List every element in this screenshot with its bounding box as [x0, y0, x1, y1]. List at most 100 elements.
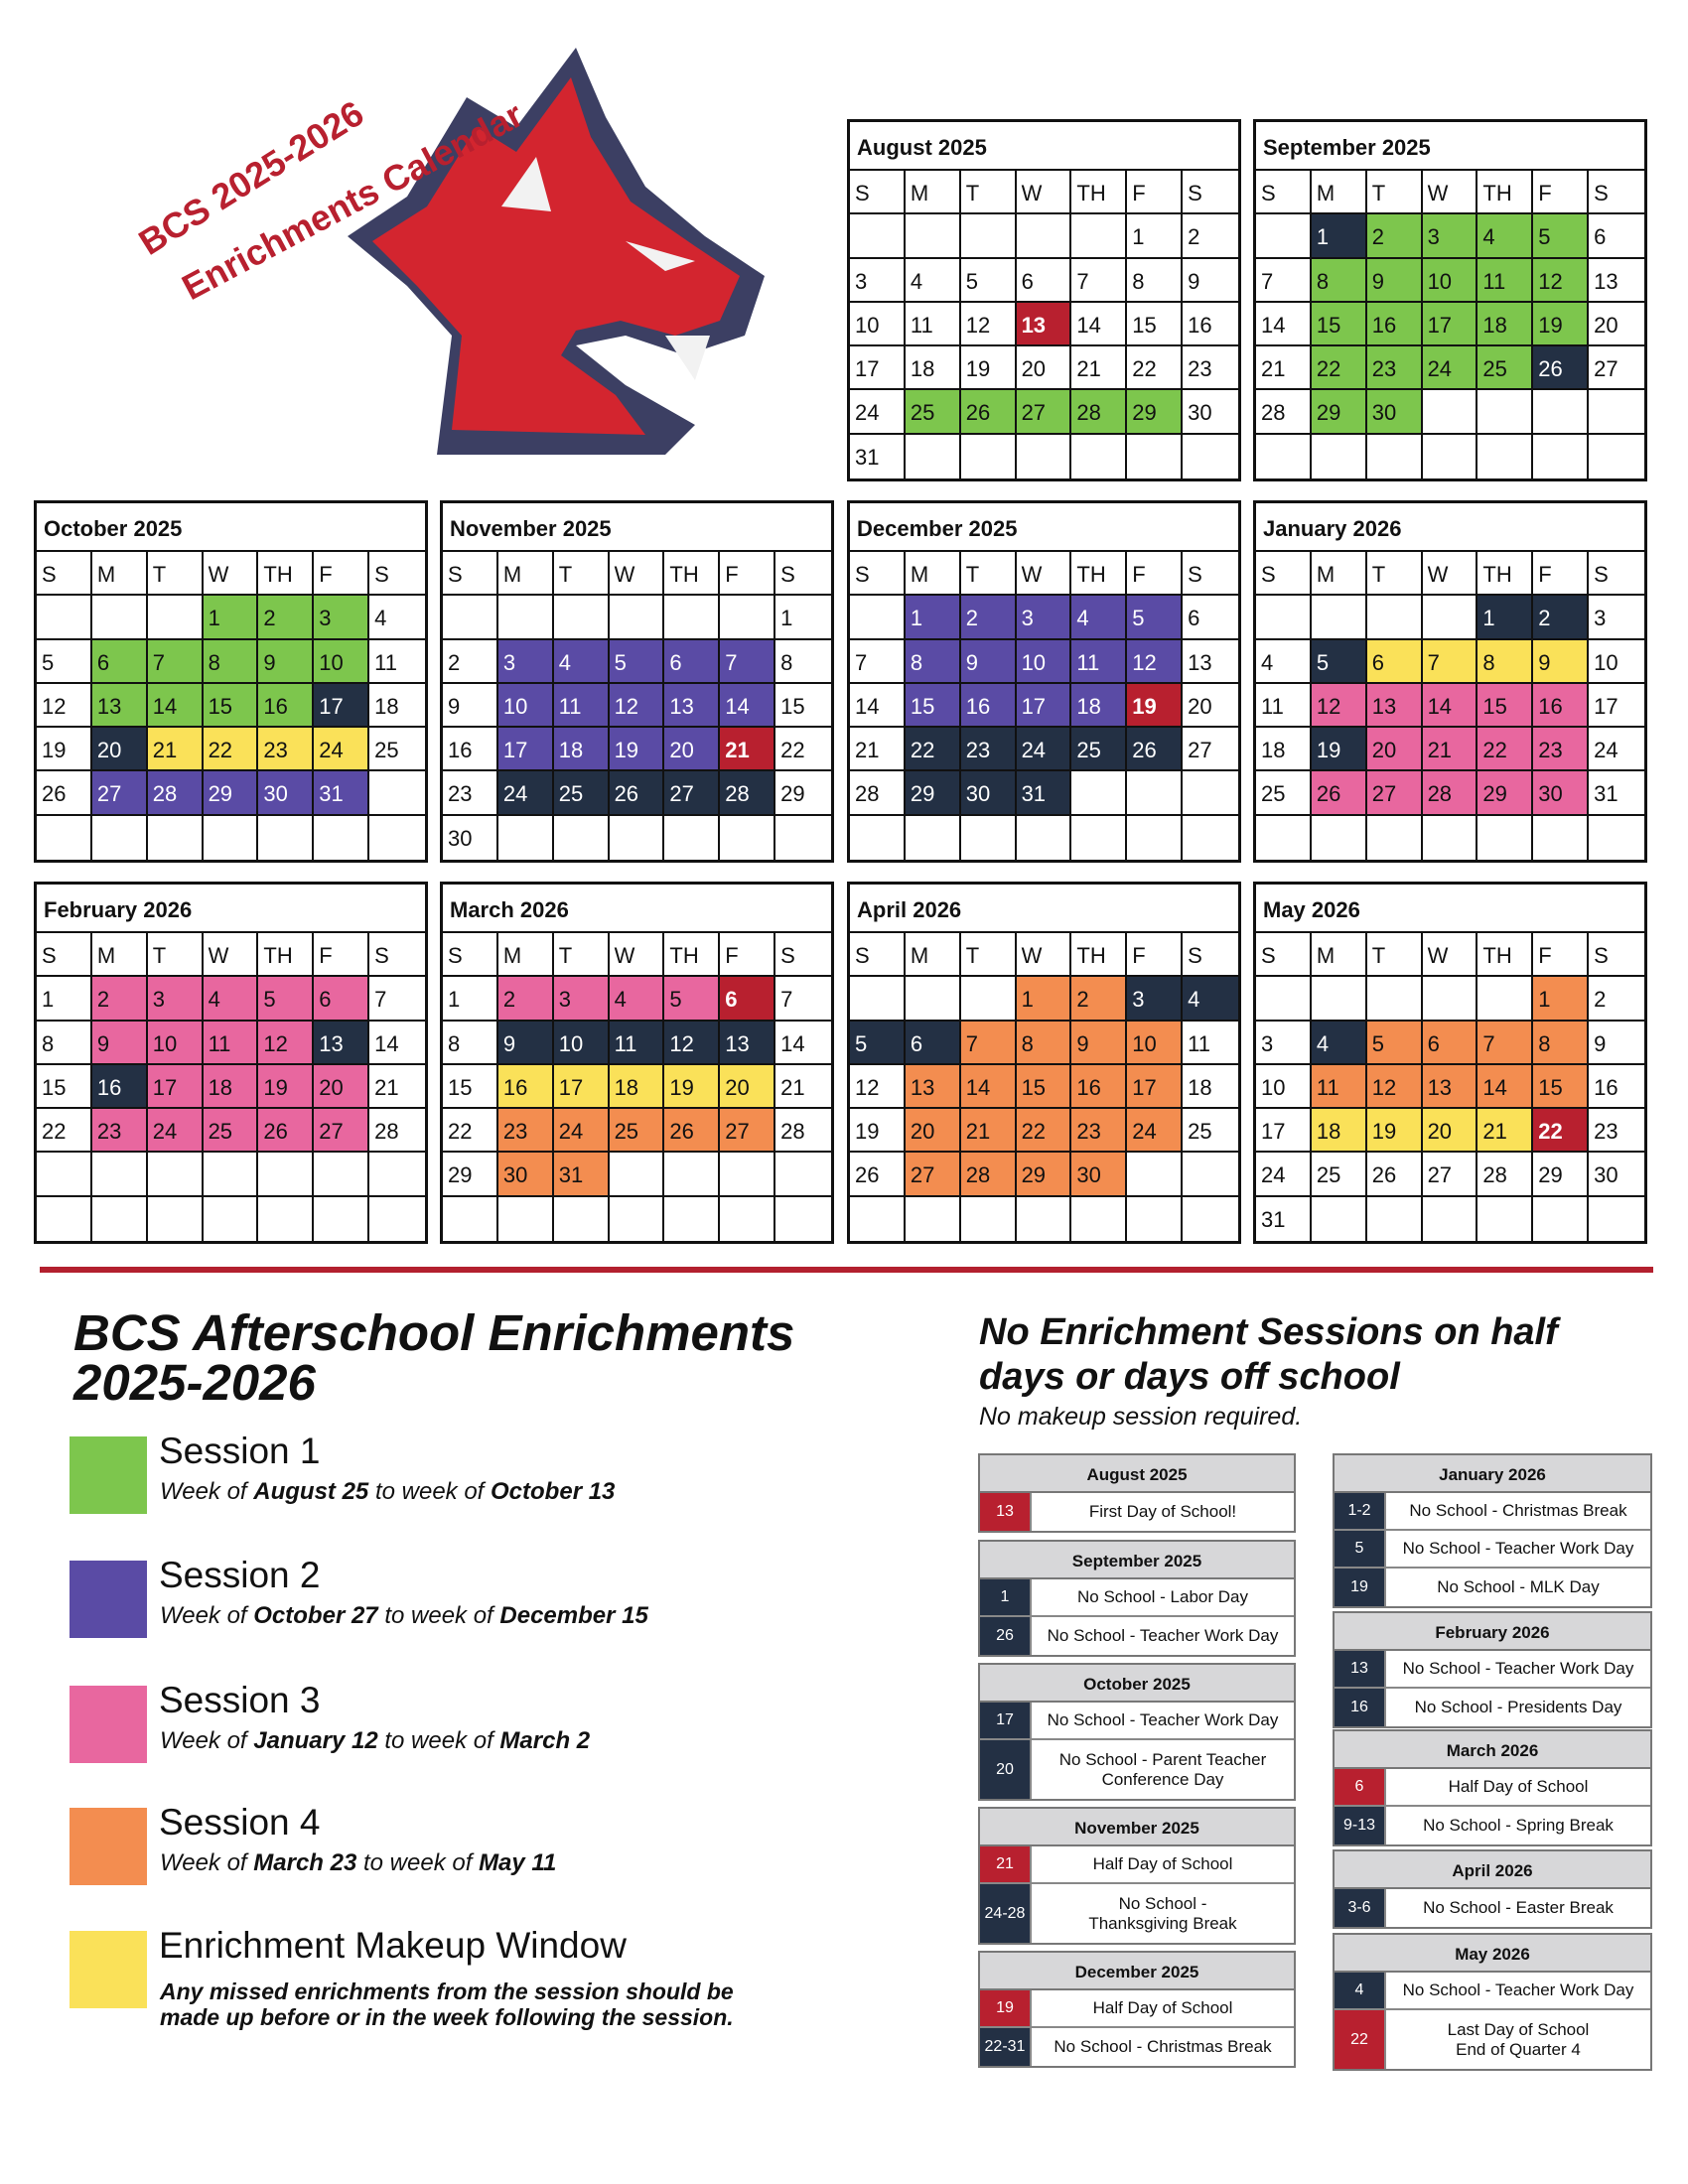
day-cell: 19 [850, 1109, 906, 1154]
empty-cell [1256, 977, 1312, 1022]
day-cell: 11 [1256, 683, 1312, 729]
weekday-header: T [147, 933, 204, 978]
weekday-header: F [1127, 171, 1184, 215]
weekday-header: S [37, 933, 92, 978]
day-cell: 14 [960, 1064, 1017, 1110]
month-title: March 2026 [443, 885, 831, 933]
table-date: 13 [1335, 1651, 1386, 1687]
day-cell: 17 [1589, 684, 1644, 729]
no-enrichment-title: No Enrichment Sessions on half days or d… [979, 1311, 1558, 1398]
day-cell: 2 [960, 596, 1017, 640]
day-cell: 25 [1256, 771, 1312, 816]
empty-cell [1477, 977, 1534, 1022]
day-cell: 5 [960, 258, 1017, 303]
weekday-header: T [1366, 171, 1423, 215]
table-month-header: May 2026 [1335, 1935, 1650, 1973]
day-cell: 6 [905, 1021, 961, 1065]
day-cell: 4 [203, 977, 259, 1022]
day-cell: 28 [1256, 390, 1312, 435]
month-calendar: February 2026 S M T W TH F S 1 2 3 4 5 6 7 8 9 10 11 12 13 14… [34, 882, 428, 1244]
day-cell: 8 [1127, 258, 1184, 303]
legend-item: Enrichment Makeup Window [70, 1925, 864, 2010]
table-event: No School - Parent Teacher Conference Da… [1058, 1749, 1267, 1789]
day-cell: 25 [1311, 1153, 1367, 1197]
weekday-header: TH [1071, 552, 1128, 597]
empty-cell [961, 1196, 1017, 1241]
day-cell: 9 [1183, 259, 1238, 303]
day-cell: 13 [314, 1021, 370, 1065]
day-cell: 22 [1533, 1109, 1590, 1154]
day-cell: 26 [664, 1109, 721, 1154]
empty-cell [1127, 771, 1184, 816]
table-month-header: September 2025 [980, 1542, 1294, 1579]
no-enrichment-month-table: October 2025 17 No School - Teacher Work D… [978, 1663, 1296, 1801]
table-row: 20 No School - Parent Teacher Conference … [980, 1740, 1294, 1799]
day-cell: 1 [203, 596, 259, 640]
empty-cell [906, 815, 961, 860]
empty-cell [314, 1153, 370, 1197]
day-cell: 20 [1016, 346, 1072, 391]
day-cell: 1 [1016, 977, 1072, 1022]
no-enrichment-month-table: December 2025 19 Half Day of School 22-31 No… [978, 1951, 1296, 2068]
empty-cell [1127, 1196, 1184, 1241]
month-title: April 2026 [850, 885, 1238, 933]
empty-cell [1183, 1153, 1238, 1197]
empty-cell [1183, 771, 1238, 816]
day-cell: 23 [1071, 1109, 1128, 1154]
empty-cell [610, 815, 665, 860]
day-cell: 2 [1071, 977, 1128, 1022]
weekday-header: M [905, 933, 961, 978]
day-cell: 28 [850, 771, 906, 816]
weekday-header: S [443, 933, 498, 978]
day-cell: 20 [314, 1064, 370, 1110]
day-cell: 12 [37, 683, 92, 729]
empty-cell [1366, 596, 1423, 640]
day-cell: 15 [443, 1064, 498, 1110]
day-cell: 18 [1256, 728, 1312, 772]
weekday-header: T [147, 552, 204, 597]
weekday-header: W [609, 933, 665, 978]
empty-cell [775, 816, 831, 860]
day-cell: 29 [1016, 1153, 1072, 1197]
empty-cell [204, 1196, 259, 1241]
empty-cell [314, 1196, 370, 1241]
day-cell: 30 [1589, 1153, 1644, 1197]
day-cell: 26 [258, 1109, 315, 1154]
day-cell: 23 [497, 1109, 554, 1154]
day-cell: 6 [1016, 258, 1072, 303]
day-cell: 29 [905, 771, 961, 816]
weekday-header: S [1183, 552, 1238, 597]
empty-cell [720, 596, 776, 640]
no-enrichment-month-table: August 2025 13 First Day of School! [978, 1453, 1296, 1533]
table-date: 1 [980, 1579, 1032, 1615]
no-enrichment-month-table: September 2025 1 No School - Labor Day 26 No… [978, 1540, 1296, 1657]
empty-cell [443, 1196, 498, 1241]
table-row: 22 Last Day of School End of Quarter 4 [1335, 2010, 1650, 2069]
legend-text: Week of [160, 1602, 254, 1629]
day-cell: 16 [443, 728, 498, 772]
day-cell: 23 [91, 1109, 148, 1154]
weekday-header: T [553, 933, 610, 978]
table-date: 16 [1335, 1689, 1386, 1726]
day-cell: 13 [1366, 683, 1423, 729]
weekday-header: F [1127, 933, 1184, 978]
day-cell: 23 [1589, 1109, 1644, 1154]
weekday-header: W [609, 552, 665, 597]
day-cell: 13 [1016, 302, 1072, 347]
day-cell: 14 [1422, 683, 1478, 729]
day-cell: 18 [1477, 302, 1534, 347]
day-cell: 20 [1422, 1109, 1478, 1154]
legend-title: BCS Afterschool Enrichments 2025-2026 [73, 1304, 795, 1411]
no-enrichment-month-table: February 2026 13 No School - Teacher Work … [1333, 1611, 1652, 1728]
table-event: Half Day of School [1092, 1998, 1233, 2017]
day-cell: 3 [850, 258, 906, 303]
day-cell: 30 [443, 815, 498, 860]
weekday-header: S [369, 552, 425, 597]
month-calendar: October 2025 S M T W TH F S 1 2 3 4 5 6 7 8 9 10 11 12 13 14 1… [34, 500, 428, 863]
empty-cell [1256, 214, 1312, 259]
empty-cell [961, 434, 1017, 478]
day-cell: 29 [775, 771, 831, 816]
empty-cell [1423, 1196, 1478, 1241]
month-title: September 2025 [1256, 122, 1644, 171]
empty-cell [906, 1196, 961, 1241]
